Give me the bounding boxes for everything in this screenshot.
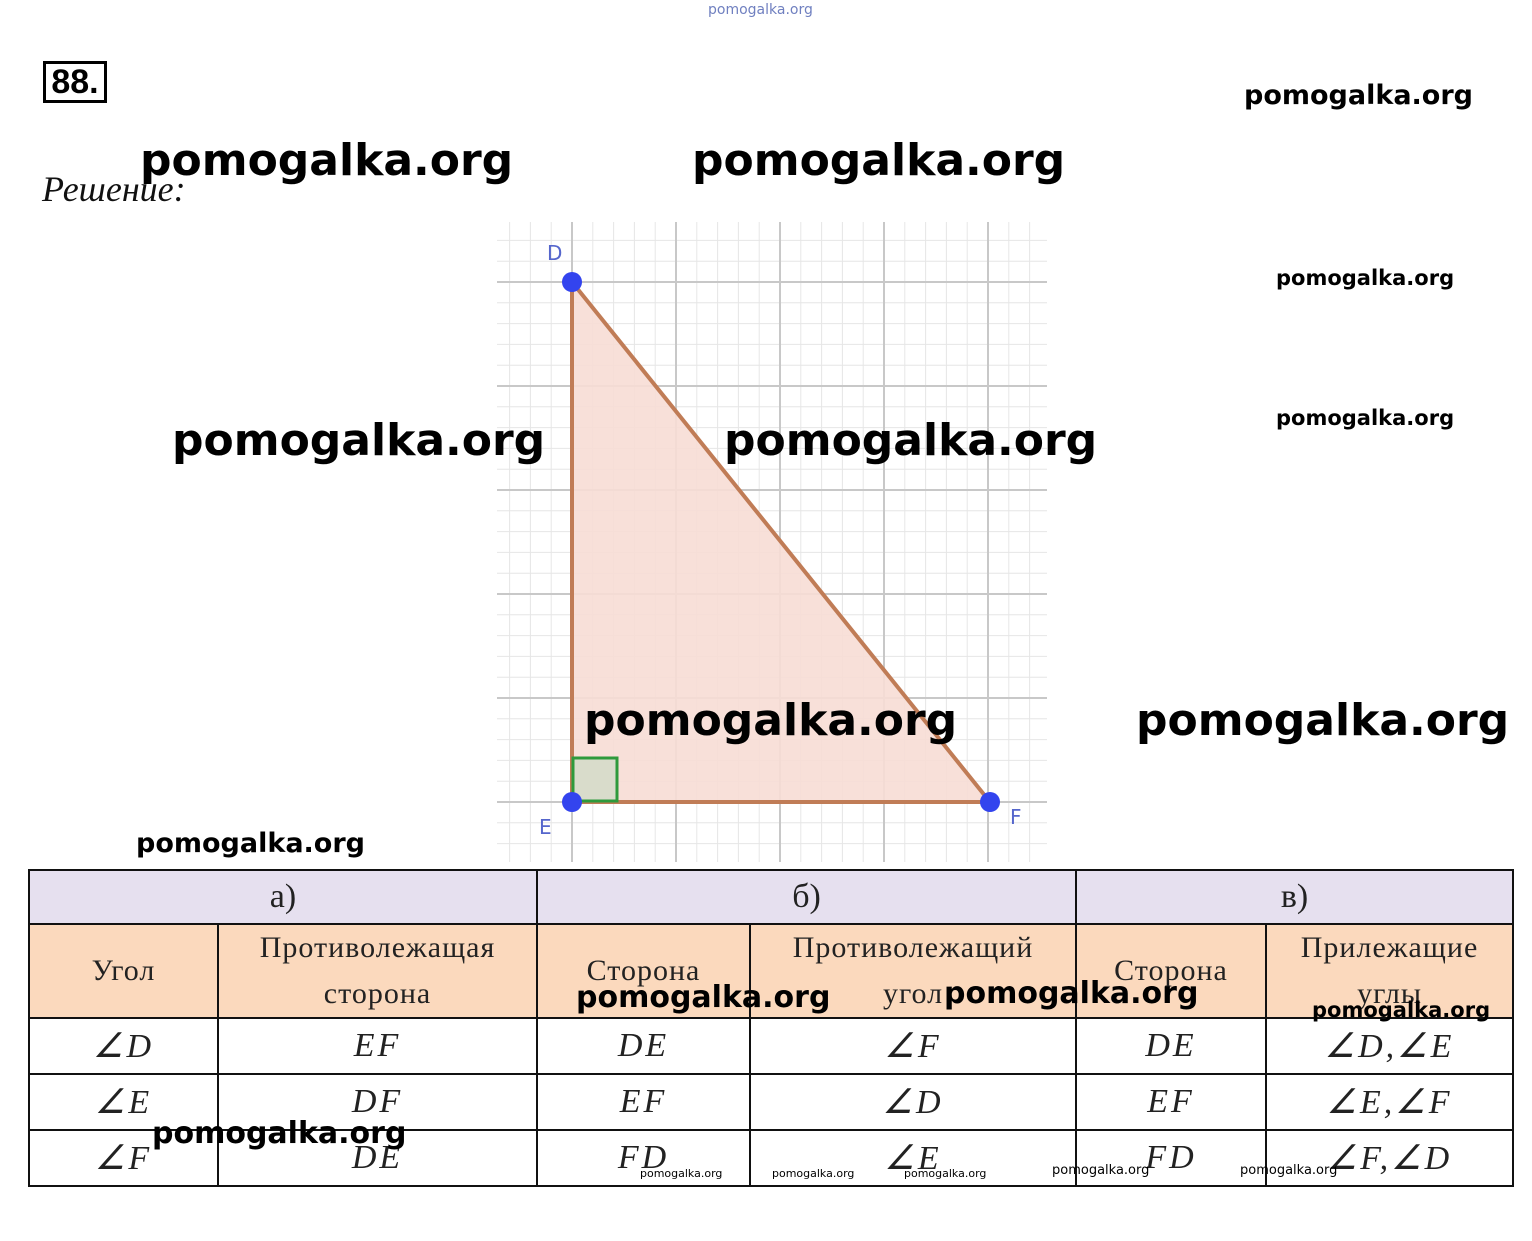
watermark: pomogalka.org (640, 1167, 723, 1180)
watermark: pomogalka.org (1312, 998, 1491, 1022)
cell: ∠E (28, 1073, 219, 1131)
point-e (562, 792, 582, 812)
solution-label: Решение: (42, 169, 186, 209)
watermark: pomogalka.org (1136, 695, 1510, 746)
triangle-figure: D E F (497, 222, 1047, 862)
cell: ∠E (749, 1129, 1078, 1187)
header-opposite-side: Противолежащая сторона (216, 923, 539, 1019)
label-f: F (1010, 805, 1022, 829)
cell: ∠E,∠F (1265, 1073, 1515, 1131)
label-e: E (539, 815, 552, 839)
header-adjacent-angles: Прилежащие углы (1265, 923, 1515, 1019)
watermark: pomogalka.org (172, 415, 546, 466)
table-row: ∠E DF EF ∠D EF ∠E,∠F (28, 1073, 1515, 1131)
header-opposite-angle: Противолежащий угол (749, 923, 1078, 1019)
group-c: в) (1075, 869, 1515, 925)
group-a: а) (27, 869, 539, 925)
header-side-b: Сторона (536, 923, 752, 1019)
table-row: ∠F DE FD ∠E FD ∠F,∠D (28, 1129, 1515, 1187)
cell: ∠F (749, 1017, 1078, 1075)
watermark: pomogalka.org (1240, 1163, 1338, 1178)
watermark: pomogalka.org (724, 415, 1098, 466)
cell: ∠D (28, 1017, 219, 1075)
cell: DE (536, 1017, 752, 1075)
group-b: б) (536, 869, 1078, 925)
watermark: pomogalka.org (692, 135, 1066, 186)
cell: ∠F (28, 1129, 219, 1187)
header-row: Угол Противолежащая сторона Сторона Проти… (28, 923, 1515, 1019)
watermark: pomogalka.org (576, 980, 831, 1015)
cell: FD (1075, 1129, 1268, 1187)
cell: ∠F,∠D (1265, 1129, 1515, 1187)
right-angle-marker (571, 756, 619, 803)
triangle-def (570, 280, 992, 804)
watermark: pomogalka.org (584, 695, 958, 746)
cell: DE (1075, 1017, 1268, 1075)
watermark: pomogalka.org (1244, 80, 1473, 111)
problem-number: 88. (43, 61, 107, 103)
triangle-table: а) б) в) Угол Противолежащая сторона Стор… (27, 869, 1515, 1187)
cell: FD (536, 1129, 752, 1187)
cell: EF (1075, 1073, 1268, 1131)
watermark: pomogalka.org (904, 1167, 987, 1180)
watermark: pomogalka.org (140, 135, 514, 186)
cell: ∠D (749, 1073, 1078, 1131)
watermark: pomogalka.org (136, 828, 365, 859)
watermark: pomogalka.org (1276, 266, 1455, 290)
watermark: pomogalka.org (152, 1116, 407, 1151)
watermark: pomogalka.org (944, 976, 1199, 1011)
header-side-c: Сторона (1075, 923, 1268, 1019)
cell: EF (536, 1073, 752, 1131)
header-angle: Угол (28, 923, 219, 1019)
watermark-top: pomogalka.org (708, 2, 813, 18)
group-row: а) б) в) (27, 869, 1515, 925)
cell: ∠D,∠E (1265, 1017, 1515, 1075)
cell: EF (216, 1017, 539, 1075)
label-d: D (547, 241, 562, 265)
point-d (562, 272, 582, 292)
watermark: pomogalka.org (1052, 1163, 1150, 1178)
point-f (980, 792, 1000, 812)
cell: DE (216, 1129, 539, 1187)
watermark: pomogalka.org (772, 1167, 855, 1180)
table-row: ∠D EF DE ∠F DE ∠D,∠E (28, 1017, 1515, 1075)
watermark: pomogalka.org (1276, 406, 1455, 430)
cell: DF (216, 1073, 539, 1131)
